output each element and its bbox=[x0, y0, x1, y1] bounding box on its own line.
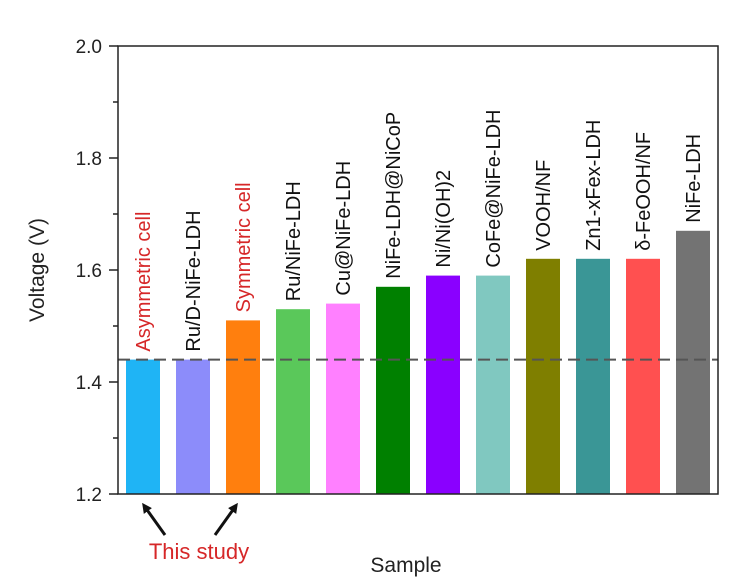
y-tick-label: 1.4 bbox=[76, 373, 103, 394]
x-axis-title: Sample bbox=[370, 554, 441, 577]
bar-9 bbox=[526, 258, 560, 494]
bar-4 bbox=[276, 309, 310, 494]
y-tick-label: 2.0 bbox=[76, 37, 102, 58]
bar-1 bbox=[126, 359, 160, 494]
y-tick-label: 1.6 bbox=[76, 261, 102, 282]
bar-11 bbox=[626, 258, 660, 494]
bar-label-12: NiFe-LDH bbox=[683, 134, 705, 223]
bar-label-11: δ-FeOOH/NF bbox=[633, 132, 655, 251]
bar-8 bbox=[476, 275, 510, 494]
bar-label-5: Cu@NiFe-LDH bbox=[333, 161, 355, 296]
bar-10 bbox=[576, 258, 610, 494]
bars bbox=[126, 230, 710, 495]
bar-label-6: NiFe-LDH@NiCoP bbox=[383, 112, 405, 279]
annotation-arrow-left bbox=[142, 502, 167, 536]
bar-labels: Asymmetric cell Ru/D-NiFe-LDH Symmetric ce… bbox=[133, 109, 705, 351]
y-tick-label: 1.2 bbox=[76, 485, 102, 506]
bar-6 bbox=[376, 286, 410, 494]
y-axis-title: Voltage (V) bbox=[26, 218, 49, 322]
bar-label-7: Ni/Ni(OH)2 bbox=[433, 170, 455, 268]
bar-label-3: Symmetric cell bbox=[233, 182, 255, 312]
bar-12 bbox=[676, 230, 710, 495]
annotation-arrow-right bbox=[213, 502, 238, 536]
bar-label-1: Asymmetric cell bbox=[133, 212, 155, 352]
bar-5 bbox=[326, 303, 360, 494]
y-tick-label: 1.8 bbox=[76, 149, 102, 170]
bar-label-8: CoFe@NiFe-LDH bbox=[483, 109, 505, 267]
annotation-this-study: This study bbox=[149, 539, 249, 564]
bar-label-10: Zn1-xFex-LDH bbox=[583, 120, 605, 251]
bar-label-2: Ru/D-NiFe-LDH bbox=[183, 210, 205, 351]
y-axis-ticks: 1.2 1.4 1.6 1.8 2.0 bbox=[76, 37, 118, 506]
bar-3 bbox=[226, 320, 260, 494]
bar-label-9: VOOH/NF bbox=[533, 160, 555, 251]
bar-7 bbox=[426, 275, 460, 494]
bar-2 bbox=[176, 359, 210, 494]
bar-label-4: Ru/NiFe-LDH bbox=[283, 181, 305, 301]
